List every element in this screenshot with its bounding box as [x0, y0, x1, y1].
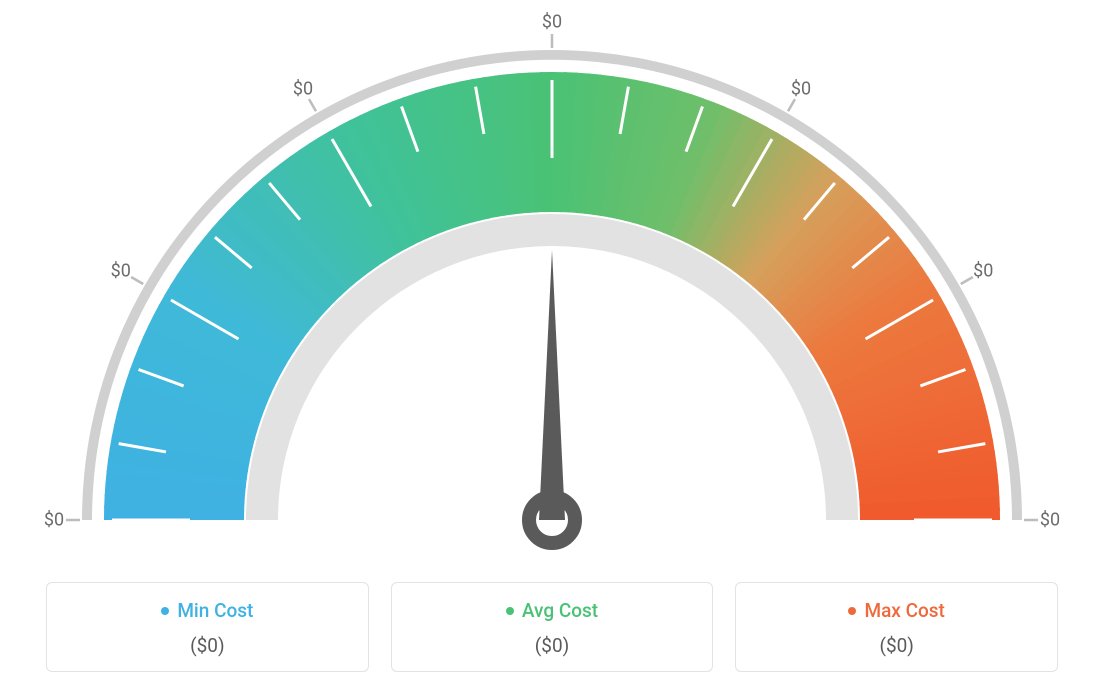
gauge-tick-label: $0 [791, 78, 811, 99]
legend-value-avg: ($0) [402, 634, 703, 657]
gauge-tick-label: $0 [293, 78, 313, 99]
legend-label-min: Min Cost [177, 599, 253, 622]
legend-value-min: ($0) [57, 634, 358, 657]
legend-row: Min Cost ($0) Avg Cost ($0) Max Cost ($0… [46, 582, 1058, 672]
gauge-tick-label: $0 [1040, 510, 1060, 531]
legend-dot-max [848, 607, 856, 615]
legend-card-min: Min Cost ($0) [46, 582, 369, 672]
legend-dot-min [161, 607, 169, 615]
gauge-svg [0, 0, 1104, 560]
legend-title-avg: Avg Cost [506, 599, 598, 622]
legend-title-min: Min Cost [161, 599, 253, 622]
legend-label-avg: Avg Cost [522, 599, 598, 622]
legend-card-avg: Avg Cost ($0) [391, 582, 714, 672]
legend-dot-avg [506, 607, 514, 615]
legend-card-max: Max Cost ($0) [735, 582, 1058, 672]
legend-title-max: Max Cost [848, 599, 944, 622]
gauge-chart: $0 $0 $0 $0 $0 $0 $0 [0, 0, 1104, 560]
gauge-tick-label: $0 [542, 12, 562, 33]
legend-label-max: Max Cost [864, 599, 944, 622]
gauge-tick-label: $0 [111, 261, 131, 282]
gauge-tick-label: $0 [973, 261, 993, 282]
gauge-tick-label: $0 [44, 510, 64, 531]
legend-value-max: ($0) [746, 634, 1047, 657]
